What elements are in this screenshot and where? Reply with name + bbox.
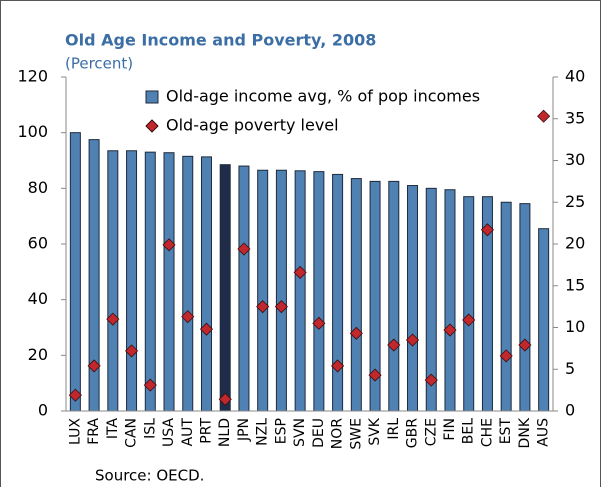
y-tick-label: 80	[28, 178, 48, 197]
x-tick-label: FIN	[442, 418, 458, 441]
bar	[126, 150, 138, 412]
x-tick-label: FRA	[86, 418, 102, 445]
bar	[463, 196, 475, 412]
bar	[350, 178, 362, 412]
y2-tick-label: 10	[565, 317, 585, 336]
marker	[387, 338, 401, 352]
legend-swatch	[145, 119, 159, 133]
x-tick-label: USA	[161, 418, 177, 447]
x-tick-label: NZL	[255, 418, 271, 446]
bar	[313, 171, 325, 412]
marker	[349, 326, 363, 340]
y2-tick-label: 40	[565, 67, 585, 86]
marker	[537, 109, 551, 123]
y2-tick-label: 20	[565, 234, 585, 253]
marker	[199, 322, 214, 336]
bar	[69, 132, 81, 412]
y-tick-label: 120	[17, 67, 48, 86]
marker	[143, 378, 157, 392]
x-tick-label: JPN	[236, 418, 252, 442]
y-tick-label: 0	[38, 401, 48, 420]
marker	[462, 313, 476, 327]
source: Source: OECD.	[95, 467, 204, 485]
marker	[405, 333, 420, 347]
x-tick-label: ITA	[105, 418, 121, 440]
bar	[107, 150, 119, 412]
y2-tick-label: 30	[565, 150, 585, 169]
bar	[500, 201, 512, 412]
marker	[237, 242, 251, 256]
x-tick-label: AUS	[536, 418, 552, 447]
bar	[163, 152, 175, 412]
marker	[312, 316, 326, 330]
x-tick-label: ISL	[142, 418, 158, 439]
marker	[274, 300, 288, 314]
x-tick-label: AUT	[180, 418, 196, 447]
y2-tick-label: 25	[565, 192, 585, 211]
bar	[294, 170, 306, 412]
bar	[182, 155, 194, 412]
marker	[518, 338, 532, 352]
marker	[124, 344, 139, 358]
marker	[256, 300, 270, 314]
bar	[200, 156, 212, 412]
x-tick-label: CZE	[423, 418, 439, 446]
legend-label: Old-age income avg, % of pop incomes	[166, 87, 480, 106]
bar	[538, 228, 550, 412]
marker	[181, 310, 195, 324]
x-tick-label: SWE	[348, 418, 364, 450]
marker	[162, 238, 176, 252]
y-tick-label: 100	[17, 122, 48, 141]
marker	[424, 373, 438, 387]
x-tick-label: DEU	[311, 418, 327, 448]
marker	[331, 359, 345, 373]
x-tick-label: NLD	[217, 418, 233, 447]
chart-title: Old Age Income and Poverty, 2008	[65, 31, 376, 50]
x-tick-label: SVN	[292, 418, 308, 447]
y2-tick-label: 0	[565, 401, 575, 420]
x-tick-label: ESP	[273, 418, 289, 444]
bar	[275, 169, 287, 412]
x-tick-label: BEL	[461, 418, 477, 444]
bar	[332, 173, 344, 412]
marker	[499, 349, 513, 363]
bar	[388, 180, 400, 412]
x-tick-label: EST	[498, 418, 514, 445]
y-tick-label: 60	[28, 234, 48, 253]
x-tick-label: PRT	[198, 418, 214, 444]
bar	[519, 203, 531, 412]
x-tick-label: SVK	[367, 417, 383, 445]
x-tick-label: GBR	[405, 418, 421, 448]
bar	[407, 185, 419, 412]
x-tick-label: CHE	[479, 418, 495, 447]
marker	[68, 388, 82, 402]
y2-tick-label: 35	[565, 108, 585, 127]
marker	[480, 223, 495, 237]
x-tick-label: CAN	[124, 418, 140, 448]
bar	[257, 169, 269, 412]
y2-tick-label: 15	[565, 275, 585, 294]
y-tick-label: 20	[28, 345, 48, 364]
y2-tick-label: 5	[565, 359, 575, 378]
chart-subtitle: (Percent)	[65, 55, 133, 73]
marker	[106, 312, 120, 326]
legend-label: Old-age poverty level	[166, 116, 339, 135]
x-tick-label: DNK	[517, 417, 533, 448]
marker	[293, 265, 307, 279]
legend-swatch	[145, 90, 159, 104]
marker	[218, 392, 232, 406]
y-tick-label: 40	[28, 289, 48, 308]
marker	[443, 323, 457, 337]
bar	[144, 151, 156, 412]
bar	[238, 165, 250, 412]
marker	[368, 368, 382, 382]
bar	[444, 189, 456, 412]
x-tick-label: LUX	[67, 418, 83, 445]
bar	[219, 164, 231, 412]
x-tick-label: NOR	[330, 418, 346, 449]
x-tick-label: IRL	[386, 418, 402, 440]
marker	[87, 359, 101, 373]
